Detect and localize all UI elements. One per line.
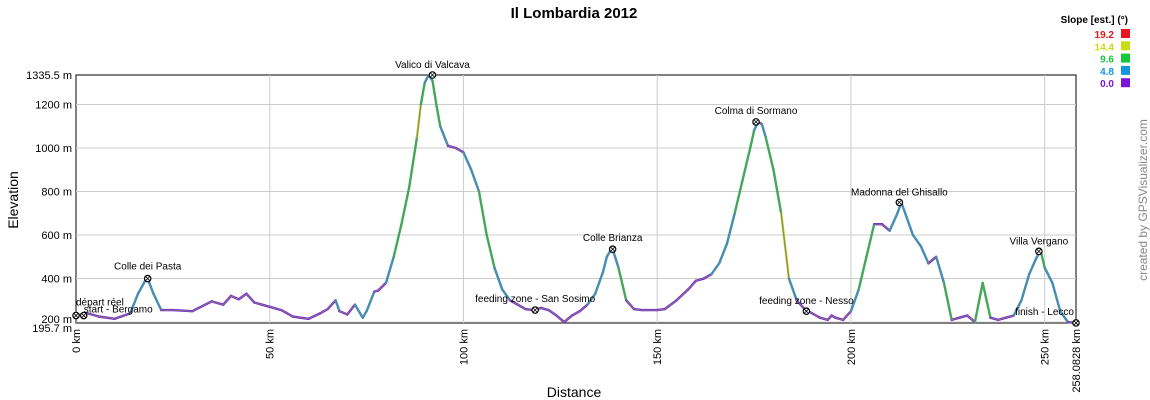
waypoint-marker-cross	[610, 246, 615, 252]
waypoint-label: Villa Vergano	[1009, 236, 1068, 247]
x-tick-label: 150 km	[652, 329, 664, 365]
x-tick-label: 200 km	[846, 329, 858, 365]
y-tick-label: 1200 m	[35, 99, 72, 111]
elevation-profile	[74, 73, 1078, 325]
x-axis-title: Distance	[547, 384, 602, 400]
waypoint-marker-cross	[532, 307, 538, 313]
waypoint-marker-cross	[753, 119, 759, 125]
credit-text: created by GPSVisualizer.com	[1136, 119, 1150, 281]
legend-swatch	[1121, 65, 1130, 75]
waypoint-marker-cross	[897, 200, 902, 205]
waypoint-marker-cross	[430, 72, 435, 78]
y-tick-label: 1335.5 m	[26, 70, 72, 82]
waypoint-label: start - Bergamo	[84, 305, 153, 316]
waypoint-label: Madonna del Ghisallo	[851, 187, 948, 198]
waypoint-marker-cross	[81, 313, 87, 318]
legend-swatch	[1121, 53, 1130, 63]
waypoint-label: Colle Brianza	[583, 233, 643, 244]
legend-swatch	[1121, 41, 1130, 51]
y-tick-label: 600 m	[41, 230, 72, 242]
legend-title: Slope [est.] (°)	[1061, 15, 1128, 26]
grid-lines	[76, 75, 1076, 323]
legend-value: 19.2	[1095, 30, 1115, 41]
x-tick-label: 250 km	[1040, 329, 1052, 365]
legend-value: 9.6	[1100, 55, 1114, 66]
x-axis-ticks: 0 km 50 km 100 km 150 km 200 km 250 km 258.082…	[71, 329, 1083, 393]
waypoint-label: finish - Lecco	[1015, 307, 1074, 318]
plot-background	[75, 74, 1077, 324]
y-axis-title: Elevation	[5, 171, 21, 229]
legend-swatch	[1121, 29, 1130, 38]
waypoint-marker-cross	[73, 313, 79, 318]
waypoint-label: Colle dei Pasta	[114, 262, 182, 273]
waypoint-marker-cross	[1073, 320, 1079, 326]
elevation-line	[75, 73, 1077, 324]
waypoint-label: départ réel	[76, 298, 124, 309]
legend-value: 4.8	[1100, 67, 1114, 78]
legend-value: 0.0	[1100, 79, 1114, 90]
legend-value: 14.4	[1095, 42, 1115, 53]
waypoint-label: Colma di Sormano	[715, 106, 798, 117]
waypoint-label: feeding zone - San Sosimo	[475, 294, 596, 305]
slope-legend: Slope [est.] (°) 19.214.4 9.64.80.0	[1061, 15, 1130, 90]
legend-swatch	[1121, 78, 1130, 88]
x-tick-label: 100 km	[458, 329, 470, 365]
y-tick-label: 1000 m	[35, 143, 72, 155]
x-tick-label: 50 km	[265, 329, 277, 359]
y-tick-label: 800 m	[41, 187, 72, 199]
waypoint-label: Valico di Valcava	[395, 60, 470, 71]
y-tick-label: 195.7 m	[32, 323, 72, 335]
waypoint-marker-cross	[145, 276, 150, 281]
x-tick-label: 258.0828 km	[1071, 329, 1083, 393]
x-tick-label: 0 km	[71, 329, 83, 353]
waypoint-marker-cross	[804, 308, 809, 314]
y-tick-label: 200 m	[41, 314, 72, 326]
waypoint-label: feeding zone - Nesso	[759, 296, 854, 307]
chart-title: Il Lombardia 2012	[511, 5, 638, 22]
y-tick-label: 400 m	[41, 274, 72, 286]
waypoint-marker-cross	[1036, 249, 1042, 254]
